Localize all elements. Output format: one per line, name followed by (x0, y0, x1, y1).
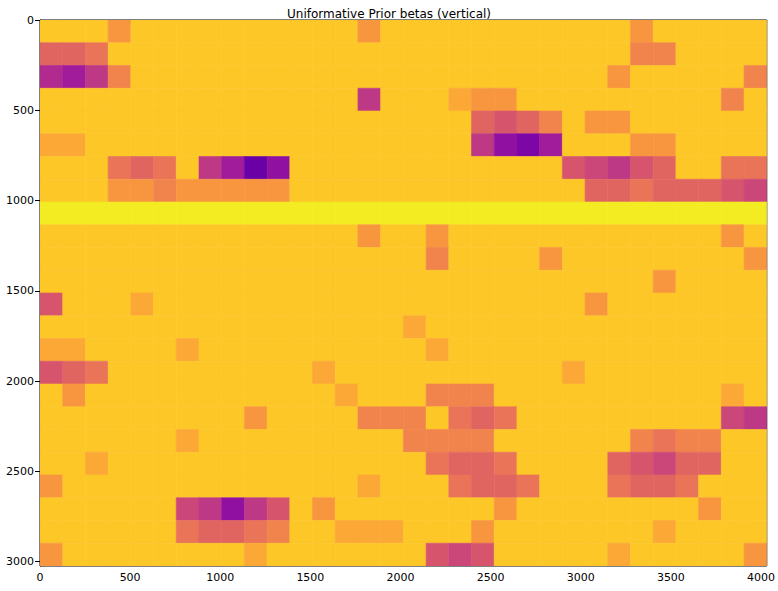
svg-text:2000: 2000 (6, 375, 34, 388)
svg-text:500: 500 (13, 104, 34, 117)
svg-text:2000: 2000 (387, 571, 415, 584)
svg-text:3500: 3500 (657, 571, 685, 584)
svg-text:3000: 3000 (567, 571, 595, 584)
svg-text:4000: 4000 (747, 571, 775, 584)
svg-text:2500: 2500 (6, 465, 34, 478)
svg-text:2500: 2500 (477, 571, 505, 584)
svg-text:1000: 1000 (6, 194, 34, 207)
svg-text:500: 500 (120, 571, 141, 584)
svg-text:0: 0 (37, 571, 44, 584)
svg-text:1000: 1000 (206, 571, 234, 584)
svg-text:1500: 1500 (6, 284, 34, 297)
svg-text:1500: 1500 (296, 571, 324, 584)
svg-text:3000: 3000 (6, 555, 34, 568)
svg-text:0: 0 (27, 14, 34, 27)
svg-text:Uniformative Prior betas (vert: Uniformative Prior betas (vertical) (287, 7, 491, 21)
